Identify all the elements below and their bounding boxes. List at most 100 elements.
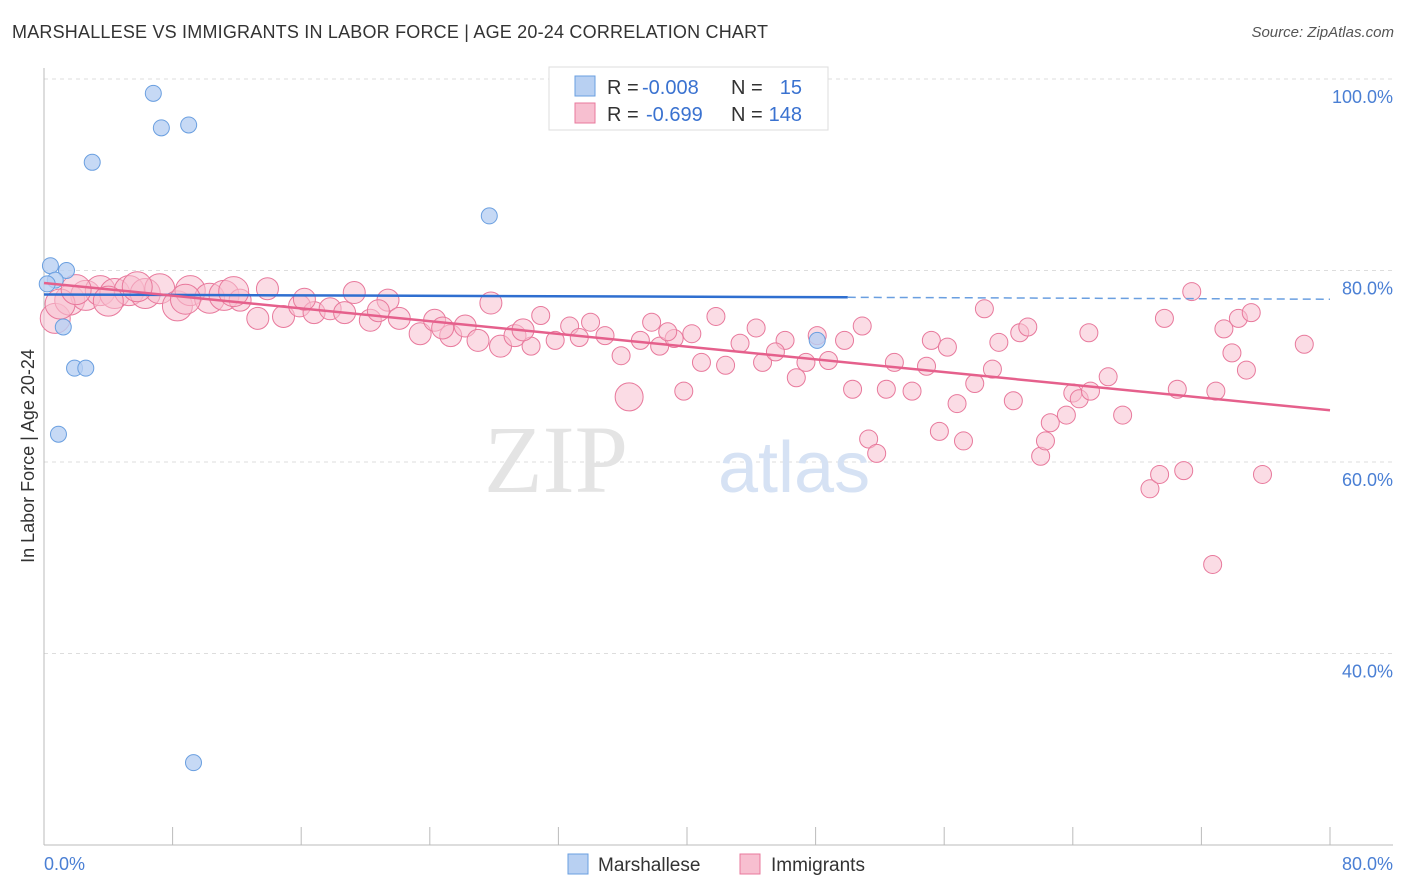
marshallese-swatch [574,75,596,97]
immigrants-point [1236,360,1256,380]
stat-n-value: 148 [769,104,802,126]
immigrants-point [867,443,887,463]
marshallese-point [152,119,170,137]
marshallese-point [41,257,59,275]
immigrants-point [1040,413,1060,433]
immigrants-point [595,326,615,346]
marshallese-trend-solid [43,293,848,299]
immigrants-point [929,421,949,441]
immigrants-point [835,330,855,350]
x-tick-label-min: 0.0% [44,854,85,874]
stat-n-label: N = [731,104,763,126]
y-axis-label: In Labor Force | Age 20-24 [18,349,38,563]
stats-legend: R = -0.008 N = 15 R = -0.699 N = 148 [548,66,829,131]
immigrants-point [682,324,702,344]
chart-title: MARSHALLESE VS IMMIGRANTS IN LABOR FORCE… [12,22,769,42]
y-tick-label: 60.0% [1342,470,1393,490]
marshallese-point [49,425,67,443]
marshallese-point [180,116,198,134]
marshallese-point [144,84,162,102]
immigrants-point [642,312,662,332]
immigrants-point [531,306,551,326]
immigrants-point [218,276,250,308]
series-legend: Marshallese Immigrants [567,853,865,876]
legend-immigrants-label: Immigrants [771,855,865,876]
immigrants-point [917,356,937,376]
immigrants-point [1113,405,1133,425]
y-tick-label: 40.0% [1342,662,1393,682]
legend-marshallese-label: Marshallese [598,855,700,876]
immigrants-point [786,368,806,388]
immigrants-point [921,330,941,350]
immigrants-point [342,281,366,305]
immigrants-point [658,322,678,342]
immigrants-point [431,316,455,340]
stat-n-label: N = [731,77,763,99]
trend-lines [43,281,1331,412]
marshallese-point [184,754,202,772]
immigrants-point [60,274,92,306]
watermark-zip: ZIP [484,406,628,513]
immigrants-point [1154,308,1174,328]
immigrants-point [989,332,1009,352]
y-tick-label: 100.0% [1332,87,1393,107]
marshallese-point [54,318,72,336]
legend-marshallese-swatch [567,853,589,875]
marshallese-points [38,84,826,772]
marshallese-trend-dashed [847,296,1331,300]
marshallese-point [83,153,101,171]
immigrants-point [876,379,896,399]
immigrants-point [466,328,490,352]
stat-r-label: R = [607,77,639,99]
immigrants-point [765,342,785,362]
immigrants-point [1241,303,1261,323]
immigrants-point [1003,391,1023,411]
stat-r-value: -0.008 [642,77,699,99]
immigrants-point [746,318,766,338]
immigrants-point [121,271,153,303]
immigrants-point [1252,464,1272,484]
immigrants-trend [43,281,1331,412]
stat-r-label: R = [607,104,639,126]
immigrants-point [611,346,631,366]
immigrants-point [982,359,1002,379]
immigrants-point [581,312,601,332]
immigrants-point [902,381,922,401]
immigrants-point [691,352,711,372]
immigrants-point [953,431,973,451]
legend-immigrants-swatch [739,853,761,875]
immigrants-point [852,316,872,336]
immigrants-point [1035,431,1055,451]
immigrants-point [1150,464,1170,484]
marshallese-point [480,207,498,225]
immigrants-point [1182,282,1202,302]
immigrants-point [1294,334,1314,354]
immigrants-point [1056,405,1076,425]
immigrants-point [974,299,994,319]
immigrants-point [843,379,863,399]
immigrants-point [716,355,736,375]
immigrants-point [1079,323,1099,343]
immigrants-point [292,287,316,311]
immigrants-point [796,352,816,372]
immigrants-point [246,306,270,330]
immigrants-point [1203,554,1223,574]
immigrants-point [614,382,644,412]
watermark-atlas: atlas [718,428,870,508]
immigrants-point [1018,317,1038,337]
immigrants-point [408,322,432,346]
marshallese-point [58,262,76,279]
stat-r-value: -0.699 [646,104,703,126]
immigrants-point [674,381,694,401]
immigrants-point [937,337,957,357]
x-tick-label-max: 80.0% [1342,854,1393,874]
immigrants-point [1140,479,1160,499]
immigrants-point [730,333,750,353]
immigrants-point [1098,367,1118,387]
immigrants-point [965,373,985,393]
stat-n-value: 15 [780,77,802,99]
y-tick-label: 80.0% [1342,279,1393,299]
immigrants-swatch [574,102,596,124]
immigrants-points [39,271,1314,574]
